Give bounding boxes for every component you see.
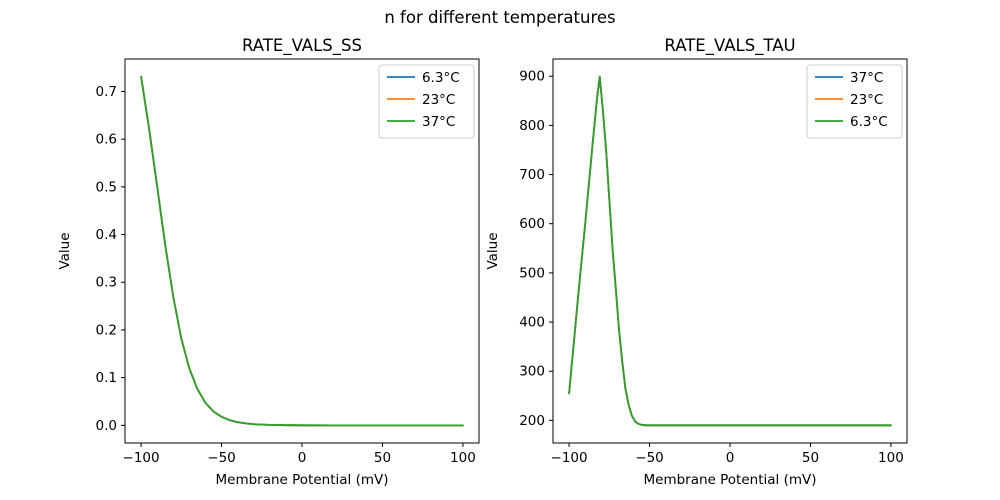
y-tick-label: 0.5	[96, 179, 117, 195]
x-tick-label: −50	[635, 450, 664, 466]
y-tick-label: 200	[519, 413, 545, 429]
y-tick-label: 0.4	[96, 227, 117, 243]
x-tick-label: −100	[551, 450, 588, 466]
x-tick-label: 100	[450, 450, 476, 466]
legend-label: 6.3°C	[422, 70, 460, 86]
figure-title: n for different temperatures	[384, 8, 616, 27]
legend-box	[378, 64, 475, 139]
x-tick-label: 100	[878, 450, 904, 466]
legend: 37°C 23°C 6.3°C	[806, 64, 903, 139]
legend-label: 23°C	[422, 92, 455, 108]
x-tick-label: 50	[802, 450, 819, 466]
x-axis-label: Membrane Potential (mV)	[215, 472, 388, 488]
x-axis-label: Membrane Potential (mV)	[643, 472, 816, 488]
y-tick-label: 800	[519, 118, 545, 134]
legend: 6.3°C 23°C 37°C	[378, 64, 475, 139]
x-tick-label: −50	[207, 450, 236, 466]
y-axis-label: Value	[57, 232, 73, 269]
y-tick-label: 0.6	[96, 132, 117, 148]
x-tick-label: −100	[123, 450, 160, 466]
y-tick-label: 0.2	[96, 322, 117, 338]
axes-title: RATE_VALS_TAU	[664, 36, 795, 56]
y-tick-label: 600	[519, 216, 545, 232]
legend-box	[806, 64, 903, 139]
y-tick-label: 0.3	[96, 275, 117, 291]
y-tick-label: 0.1	[96, 370, 117, 386]
y-tick-label: 300	[519, 364, 545, 380]
x-tick-label: 50	[374, 450, 391, 466]
y-tick-label: 0.0	[96, 418, 117, 434]
axes-title: RATE_VALS_SS	[242, 36, 362, 56]
legend-label: 6.3°C	[850, 114, 888, 130]
y-tick-label: 500	[519, 265, 545, 281]
legend-label: 23°C	[850, 92, 883, 108]
chart-rate-vals-tau: −100 −50 0 50 100 200 300 400 500 600 700 800 900 RAT…	[485, 36, 908, 488]
x-tick-label: 0	[298, 450, 307, 466]
legend-label: 37°C	[422, 114, 455, 130]
x-tick-label: 0	[726, 450, 735, 466]
series-line-37c	[140, 75, 464, 427]
legend-label: 37°C	[850, 70, 883, 86]
y-tick-label: 0.7	[96, 84, 117, 100]
y-tick-label: 700	[519, 167, 545, 183]
y-axis-label: Value	[485, 232, 501, 269]
y-tick-label: 900	[519, 69, 545, 85]
series-line-63c	[568, 75, 892, 427]
chart-rate-vals-ss: −100 −50 0 50 100 0.0 0.1 0.2 0.3 0.4 0.5 0.6 0.7 RAT…	[57, 36, 480, 488]
y-tick-label: 400	[519, 315, 545, 331]
